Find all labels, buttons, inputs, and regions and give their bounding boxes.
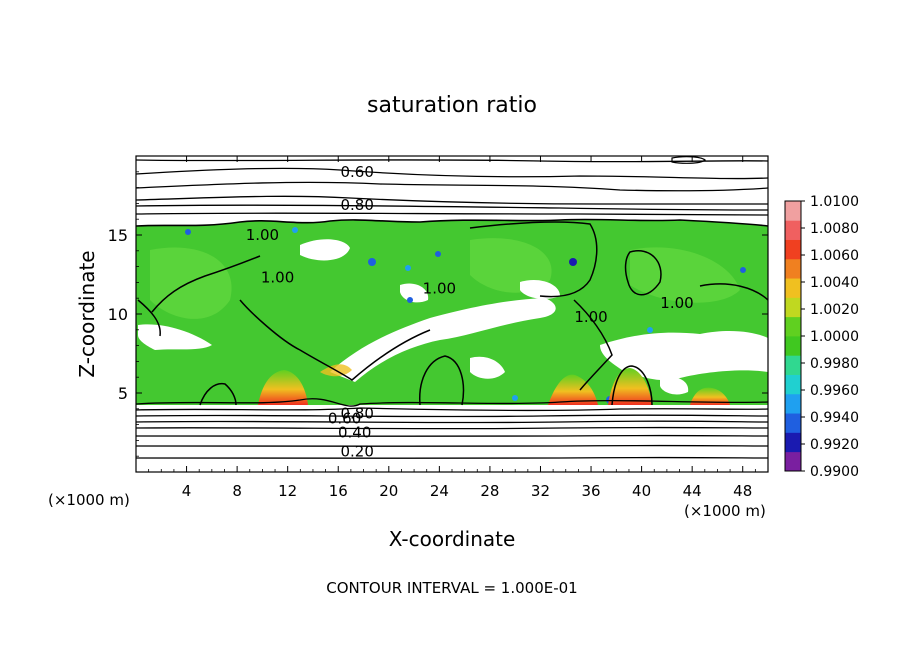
colorbar-label: 1.0040 — [810, 275, 859, 291]
contour-1-00 — [699, 283, 768, 301]
unsaturated-patch — [138, 324, 212, 350]
colorbar-swatch — [785, 451, 801, 472]
colorbar-label: 1.0000 — [810, 329, 859, 345]
contour-label: 0.60 — [340, 163, 373, 181]
contour-label: 1.00 — [660, 294, 693, 312]
colorbar-label: 0.9940 — [810, 410, 859, 426]
x-axis: 4 8 12 16 20 24 28 32 36 40 44 48 — [148, 156, 756, 500]
subsaturation-specks — [185, 227, 746, 404]
colorbar-label: 0.9900 — [810, 464, 859, 480]
warm-cells — [258, 364, 730, 405]
unsaturated-patch — [660, 376, 689, 395]
chart-title: saturation ratio — [367, 93, 537, 118]
contour-1-00 — [573, 299, 613, 391]
x-tick-label: 44 — [683, 482, 702, 500]
unsaturated-patch — [400, 283, 429, 303]
colorbar-swatch — [785, 297, 801, 318]
colorbar-swatch — [785, 413, 801, 433]
plot-area — [136, 156, 768, 459]
x-unit-left: (×1000 m) — [48, 491, 130, 509]
y-axis: 5 10 15 — [108, 171, 768, 457]
contour-1-00 — [136, 218, 768, 227]
colorbar-label: 1.0020 — [810, 302, 859, 318]
contour-1-00 — [419, 355, 465, 406]
contour-label: 0.80 — [340, 405, 373, 423]
x-tick-label: 36 — [581, 482, 600, 500]
contour-label: 1.00 — [261, 269, 294, 287]
contour-label: 1.00 — [423, 280, 456, 298]
x-tick-label: 8 — [232, 482, 242, 500]
contour-1-00 — [469, 221, 598, 298]
unsaturated-patch — [600, 331, 768, 381]
colorbar-swatch — [785, 393, 801, 414]
colorbar-label: 0.9920 — [810, 437, 859, 453]
unsaturated-patch — [330, 298, 556, 382]
unsaturated-patch — [470, 356, 505, 379]
colorbar-swatch — [785, 201, 801, 221]
y-axis-label: Z-coordinate — [75, 250, 99, 377]
unsaturated-patch — [300, 239, 350, 261]
colorbar-label: 1.0100 — [810, 194, 859, 210]
upper-contours — [136, 156, 768, 216]
colorbar-swatch — [785, 355, 801, 375]
x-unit-right: (×1000 m) — [684, 502, 766, 520]
colorbar-swatch — [785, 432, 801, 453]
contour-label: 0.80 — [340, 196, 373, 214]
y-tick-label: 15 — [108, 226, 128, 245]
colorbar-swatch — [785, 258, 801, 279]
contour-label: 1.00 — [246, 226, 279, 244]
light-green-patch — [150, 247, 232, 319]
y-tick-label: 10 — [108, 305, 128, 324]
x-tick-label: 32 — [531, 482, 550, 500]
lower-contours — [136, 398, 768, 459]
unsaturated-patch — [520, 279, 560, 299]
x-tick-label: 24 — [430, 482, 449, 500]
colorbar-label: 1.0060 — [810, 248, 859, 264]
x-axis-label: X-coordinate — [389, 527, 516, 551]
colorbar-swatch — [785, 239, 801, 260]
x-tick-label: 16 — [329, 482, 348, 500]
colorbar-swatch — [785, 374, 801, 395]
light-green-patch — [470, 238, 552, 293]
colorbar-swatch — [785, 278, 801, 298]
contour-label: 0.40 — [338, 424, 371, 442]
contour-1-00 — [151, 255, 261, 313]
contour-1-00 — [239, 299, 431, 381]
x-tick-label: 48 — [733, 482, 752, 500]
colorbar-label: 0.9980 — [810, 356, 859, 372]
colorbar-label: 0.9960 — [810, 383, 859, 399]
contour-label: 0.60 — [328, 409, 361, 427]
colorbar: 1.0100 1.0080 1.0060 1.0040 1.0020 1.0000 0.99… — [784, 194, 859, 480]
contour-labels: 0.600.801.001.001.001.001.000.800.600.40… — [246, 163, 694, 461]
x-tick-label: 40 — [632, 482, 651, 500]
colorbar-swatch — [785, 316, 801, 337]
contour-1-00 — [611, 365, 653, 406]
contour-interval-note: CONTOUR INTERVAL = 1.000E-01 — [326, 579, 577, 597]
contour-1-00 — [199, 382, 237, 406]
contour-1-00 — [137, 299, 161, 337]
colorbar-swatch — [785, 336, 801, 356]
contour-label: 0.20 — [340, 442, 373, 460]
contour-1-00 — [624, 249, 662, 296]
x-tick-label: 28 — [480, 482, 499, 500]
colorbar-swatch — [785, 220, 801, 240]
contour-label: 1.00 — [574, 308, 607, 326]
x-tick-label: 20 — [379, 482, 398, 500]
y-tick-label: 5 — [118, 384, 128, 403]
x-tick-label: 4 — [182, 482, 192, 500]
x-tick-label: 12 — [278, 482, 297, 500]
colorbar-label: 1.0080 — [810, 221, 859, 237]
